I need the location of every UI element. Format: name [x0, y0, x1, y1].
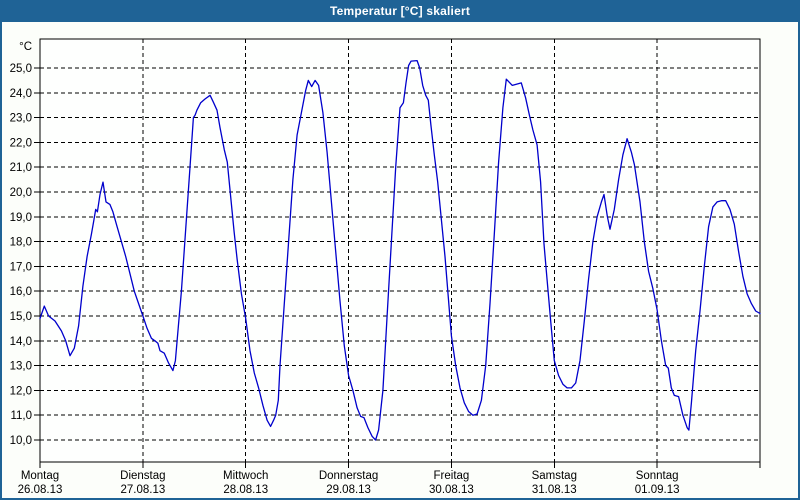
svg-text:20,0: 20,0	[10, 187, 32, 199]
svg-text:15,0: 15,0	[10, 311, 32, 323]
x-axis-day-label: Montag	[21, 470, 59, 482]
x-axis-day-label: Samstag	[532, 470, 577, 482]
svg-text:21,0: 21,0	[10, 162, 32, 174]
svg-text:18,0: 18,0	[10, 237, 32, 249]
x-axis-date-label: 27.08.13	[120, 484, 165, 496]
gridlines-vertical	[142, 39, 658, 462]
svg-text:10,0: 10,0	[10, 435, 32, 447]
svg-text:11,0: 11,0	[10, 410, 32, 422]
svg-text:12,0: 12,0	[10, 385, 32, 397]
x-axis-day-label: Sonntag	[636, 470, 679, 482]
svg-text:13,0: 13,0	[10, 361, 32, 373]
svg-text:17,0: 17,0	[10, 261, 32, 273]
svg-text:24,0: 24,0	[10, 88, 32, 100]
svg-text:19,0: 19,0	[10, 212, 32, 224]
svg-text:23,0: 23,0	[10, 113, 32, 125]
x-axis-date-label: 28.08.13	[223, 484, 268, 496]
x-axis-date-label: 26.08.13	[18, 484, 63, 496]
y-axis-ticks	[34, 67, 40, 441]
svg-text:22,0: 22,0	[10, 137, 32, 149]
svg-text:16,0: 16,0	[10, 286, 32, 298]
chart-area: 25,0 24,0 23,0 22,0 21,0 20,0 19,0 18,0 17,0 16,0…	[0, 22, 800, 500]
window-title: Temperatur [°C] skaliert	[329, 4, 471, 18]
x-axis-labels: Montag 26.08.13 Dienstag 27.08.13 Mittwoch 28…	[18, 470, 680, 496]
x-axis-ticks	[39, 462, 761, 468]
x-axis-date-label: 01.09.13	[635, 484, 680, 496]
x-axis-day-label: Donnerstag	[319, 470, 378, 482]
x-axis-date-label: 30.08.13	[429, 484, 474, 496]
window-title-bar: Temperatur [°C] skaliert	[0, 0, 800, 22]
gridlines-horizontal	[40, 67, 760, 441]
x-axis-day-label: Dienstag	[120, 470, 165, 482]
temperature-chart: 25,0 24,0 23,0 22,0 21,0 20,0 19,0 18,0 17,0 16,0…	[10, 38, 761, 496]
y-axis-unit-label: °C	[19, 41, 32, 53]
plot-border	[39, 38, 761, 463]
svg-text:25,0: 25,0	[10, 63, 32, 75]
x-axis-date-label: 31.08.13	[532, 484, 577, 496]
x-axis-date-label: 29.08.13	[326, 484, 371, 496]
y-axis-labels: 25,0 24,0 23,0 22,0 21,0 20,0 19,0 18,0 17,0 16,0…	[10, 63, 32, 447]
x-axis-day-label: Mittwoch	[223, 470, 268, 482]
x-axis-day-label: Freitag	[434, 470, 470, 482]
temperature-line	[39, 59, 761, 441]
svg-text:14,0: 14,0	[10, 336, 32, 348]
